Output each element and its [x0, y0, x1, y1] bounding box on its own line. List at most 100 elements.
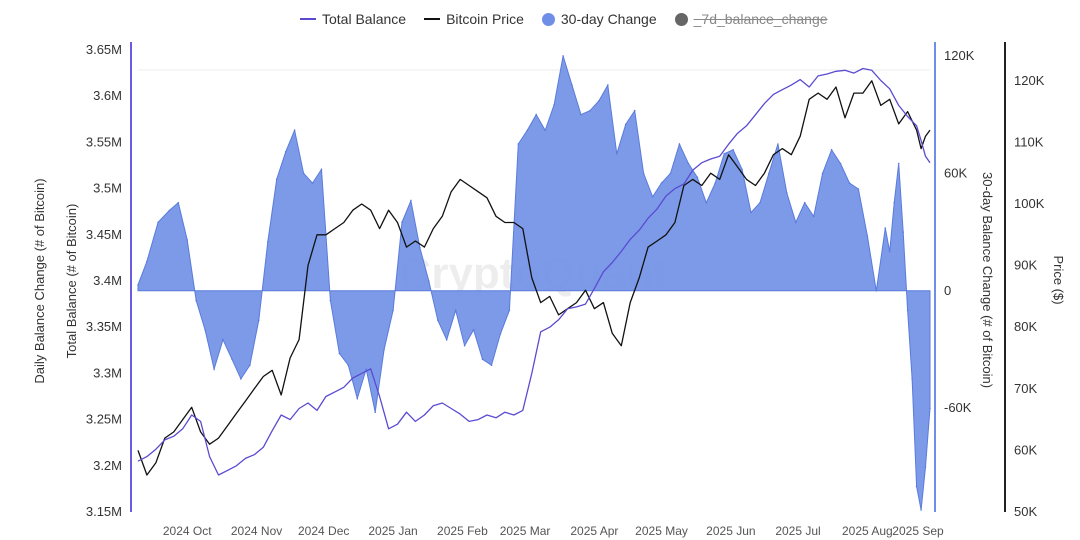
- legend-item[interactable]: 30-day Change: [541, 11, 657, 27]
- left-axis-tick-label: 3.4M: [93, 273, 122, 288]
- point-30-day-change: [311, 182, 314, 184]
- point-30-day-change: [607, 84, 609, 86]
- legend-item[interactable]: _7d_balance_change: [674, 11, 828, 27]
- point-30-day-change: [419, 246, 421, 249]
- right2-axis-tick-label: 90K: [1014, 258, 1037, 273]
- point-30-day-change: [893, 201, 895, 204]
- point-30-day-change: [848, 182, 851, 184]
- x-axis-tick-label: 2025 Jul: [775, 524, 820, 538]
- point-30-day-change: [839, 162, 842, 165]
- point-30-day-change: [660, 182, 663, 184]
- right1-axis-tick-label: 0: [944, 283, 951, 298]
- point-30-day-change: [777, 143, 779, 145]
- right2-axis-tick-label: 110K: [1014, 134, 1044, 149]
- point-30-day-change: [383, 348, 385, 351]
- legend-label: 30-day Change: [560, 11, 657, 27]
- left-axis-tick-label: 3.6M: [93, 88, 122, 103]
- point-30-day-change: [338, 352, 341, 355]
- right2-axis-title: Price ($): [1051, 255, 1066, 304]
- point-30-day-change: [866, 235, 869, 237]
- point-30-day-change: [365, 368, 368, 370]
- x-axis-ticks: 2024 Oct 2024 Nov 2024 Dec 2025 Jan 2025 Feb…: [163, 524, 944, 538]
- point-30-day-change: [924, 466, 927, 468]
- point-30-day-change: [445, 338, 448, 341]
- point-30-day-change: [240, 378, 242, 380]
- point-30-day-change: [705, 201, 708, 204]
- point-30-day-change: [293, 129, 296, 132]
- point-30-day-change: [920, 509, 922, 511]
- point-30-day-change: [911, 378, 913, 380]
- point-30-day-change: [803, 201, 806, 204]
- point-30-day-change: [642, 172, 645, 175]
- point-30-day-change: [906, 309, 909, 312]
- right2-axis-tick-label: 50K: [1014, 504, 1037, 519]
- right2-axis-tick-label: 80K: [1014, 319, 1037, 334]
- point-30-day-change: [526, 129, 529, 132]
- x-axis-tick-label: 2025 Apr: [570, 524, 618, 538]
- point-30-day-change: [857, 188, 860, 190]
- point-30-day-change: [410, 199, 412, 202]
- left-axis-tick-label: 3.65M: [86, 42, 122, 57]
- point-30-day-change: [696, 176, 699, 178]
- point-30-day-change: [786, 192, 788, 194]
- x-axis-tick-label: 2025 Sep: [892, 524, 944, 538]
- point-30-day-change: [168, 209, 171, 212]
- series-30-day-change-points: [137, 55, 931, 511]
- legend-label: _7d_balance_change: [693, 11, 828, 27]
- x-axis-tick-label: 2025 Feb: [437, 524, 488, 538]
- point-30-day-change: [302, 172, 305, 175]
- point-30-day-change: [562, 55, 564, 57]
- right2-axis-tick-label: 60K: [1014, 442, 1037, 457]
- right2-axis-tick-label: 70K: [1014, 381, 1037, 396]
- left-axis-title: Total Balance (# of Bitcoin): [64, 204, 79, 359]
- right1-axis-tick-label: 60K: [944, 165, 967, 180]
- point-30-day-change: [508, 309, 511, 312]
- point-30-day-change: [517, 143, 520, 145]
- legend-line-swatch: [300, 18, 316, 20]
- x-axis-tick-label: 2024 Dec: [298, 524, 349, 538]
- x-axis-tick-label: 2025 Jun: [706, 524, 755, 538]
- left-axis-outer-title: Daily Balance Change (# of Bitcoin): [32, 178, 47, 383]
- point-30-day-change: [902, 231, 904, 233]
- left-axis-ticks: 3.65M 3.6M 3.55M 3.5M 3.45M 3.4M 3.35M 3.3M 3.25…: [86, 42, 122, 519]
- point-30-day-change: [598, 100, 600, 102]
- point-30-day-change: [177, 201, 180, 204]
- legend-label: Total Balance: [322, 11, 407, 27]
- point-30-day-change: [759, 201, 761, 204]
- point-30-day-change: [915, 485, 918, 488]
- left-axis-tick-label: 3.25M: [86, 412, 122, 427]
- left-axis-tick-label: 3.3M: [93, 365, 122, 380]
- legend-dot-swatch: [541, 12, 555, 26]
- point-30-day-change: [454, 309, 457, 312]
- point-30-day-change: [732, 149, 734, 151]
- point-30-day-change: [633, 109, 636, 112]
- point-30-day-change: [544, 129, 546, 132]
- point-30-day-change: [535, 113, 537, 116]
- point-30-day-change: [157, 221, 159, 224]
- point-30-day-change: [428, 280, 430, 282]
- legend-item[interactable]: Bitcoin Price: [424, 11, 524, 27]
- point-30-day-change: [651, 196, 654, 198]
- point-30-day-change: [463, 344, 466, 347]
- x-axis-tick-label: 2025 May: [635, 524, 688, 538]
- point-30-day-change: [329, 299, 332, 302]
- point-30-day-change: [687, 162, 690, 165]
- series-total-balance-line: [137, 67, 931, 476]
- x-axis-tick-label: 2025 Jan: [368, 524, 417, 538]
- point-30-day-change: [258, 319, 260, 322]
- point-30-day-change: [481, 358, 484, 361]
- left-axis-tick-label: 3.35M: [86, 319, 122, 334]
- point-30-day-change: [137, 284, 139, 286]
- legend-item[interactable]: Total Balance: [300, 11, 406, 27]
- point-30-day-change: [830, 149, 833, 151]
- point-30-day-change: [741, 168, 743, 171]
- point-30-day-change: [750, 211, 752, 214]
- point-30-day-change: [795, 221, 797, 224]
- point-30-day-change: [249, 364, 251, 367]
- point-30-day-change: [624, 123, 627, 126]
- right2-axis-tick-label: 100K: [1014, 196, 1045, 211]
- point-30-day-change: [580, 113, 582, 116]
- point-30-day-change: [897, 162, 900, 165]
- left-axis-tick-label: 3.2M: [93, 458, 122, 473]
- point-30-day-change: [275, 178, 278, 180]
